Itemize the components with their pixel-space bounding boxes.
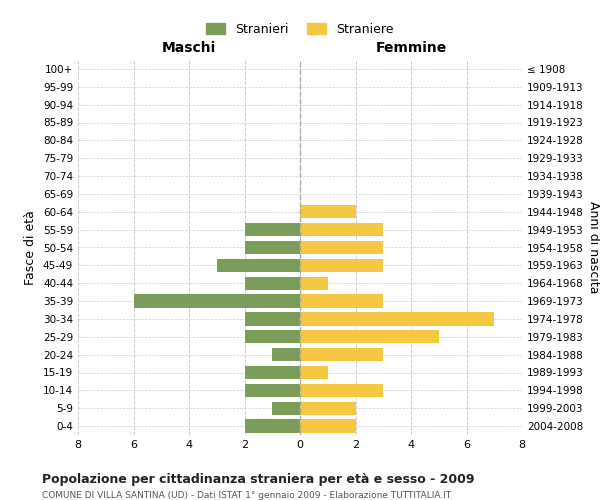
Bar bbox=[300, 420, 355, 433]
Legend: Stranieri, Straniere: Stranieri, Straniere bbox=[202, 18, 398, 40]
Y-axis label: Fasce di età: Fasce di età bbox=[25, 210, 37, 285]
Bar bbox=[300, 384, 383, 397]
Y-axis label: Anni di nascita: Anni di nascita bbox=[587, 201, 600, 294]
Bar bbox=[300, 294, 383, 308]
Text: Maschi: Maschi bbox=[162, 40, 216, 54]
Bar bbox=[245, 366, 300, 379]
Bar bbox=[300, 258, 383, 272]
Bar bbox=[245, 330, 300, 344]
Bar bbox=[300, 348, 383, 362]
Bar bbox=[300, 241, 383, 254]
Bar bbox=[245, 420, 300, 433]
Bar bbox=[217, 258, 300, 272]
Text: Femmine: Femmine bbox=[376, 40, 446, 54]
Bar bbox=[300, 330, 439, 344]
Bar bbox=[245, 241, 300, 254]
Bar bbox=[300, 205, 355, 218]
Bar bbox=[245, 276, 300, 290]
Bar bbox=[300, 402, 355, 415]
Bar bbox=[300, 276, 328, 290]
Bar bbox=[133, 294, 300, 308]
Text: COMUNE DI VILLA SANTINA (UD) - Dati ISTAT 1° gennaio 2009 - Elaborazione TUTTITA: COMUNE DI VILLA SANTINA (UD) - Dati ISTA… bbox=[42, 491, 451, 500]
Bar bbox=[300, 312, 494, 326]
Bar bbox=[272, 402, 300, 415]
Text: Popolazione per cittadinanza straniera per età e sesso - 2009: Popolazione per cittadinanza straniera p… bbox=[42, 472, 475, 486]
Bar bbox=[245, 312, 300, 326]
Bar bbox=[300, 366, 328, 379]
Bar bbox=[300, 223, 383, 236]
Bar bbox=[245, 223, 300, 236]
Bar bbox=[272, 348, 300, 362]
Bar bbox=[245, 384, 300, 397]
